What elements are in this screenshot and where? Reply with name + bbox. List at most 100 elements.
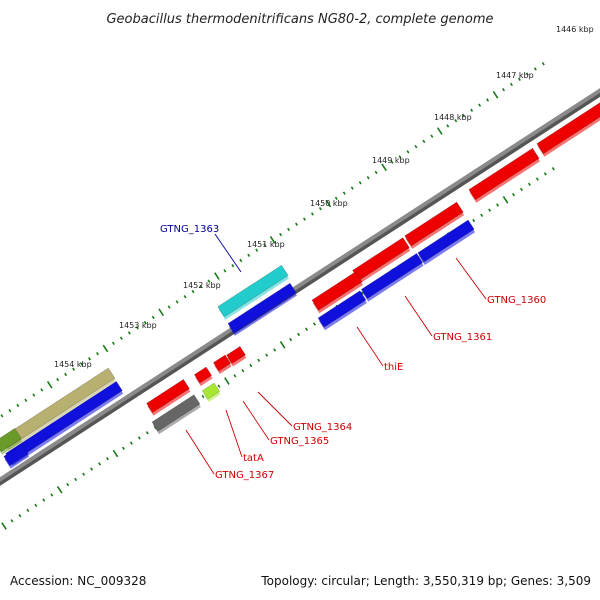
inner-tick-1 (10, 519, 14, 523)
leader-tata (225, 409, 243, 458)
outer-tick-59 (462, 113, 466, 118)
gene-red-8 (212, 354, 232, 372)
outer-tick-53 (414, 144, 418, 149)
leader-gtng-1367 (185, 429, 215, 475)
outer-tick-31 (239, 258, 243, 263)
outer-tick-28 (214, 272, 220, 280)
outer-tick-55 (430, 134, 434, 138)
gene-label-gtng-1363: GTNG_1363 (160, 224, 219, 235)
outer-tick-6 (40, 388, 44, 392)
inner-tick-64 (512, 192, 515, 197)
outer-tick-21 (158, 308, 165, 317)
outer-tick-49 (381, 163, 387, 172)
inner-tick-6 (50, 493, 54, 497)
outer-tick-63 (492, 91, 499, 99)
inner-tick-9 (74, 477, 78, 482)
inner-tick-69 (551, 167, 555, 171)
outer-tick-20 (151, 315, 155, 320)
inner-tick-28 (224, 377, 230, 385)
inner-tick-65 (519, 187, 523, 192)
accession-text: Accession: NC_009328 (10, 574, 146, 588)
outer-tick-34 (263, 243, 267, 247)
inner-tick-13 (106, 456, 109, 461)
outer-tick-17 (127, 331, 131, 335)
inner-tick-30 (241, 368, 245, 373)
gene-red-7 (193, 366, 213, 384)
outer-tick-8 (56, 377, 60, 382)
outer-tick-32 (247, 253, 251, 258)
outer-tick-33 (255, 248, 259, 252)
outer-tick-52 (406, 150, 410, 154)
gene-features (0, 102, 600, 469)
outer-tick-24 (183, 295, 187, 299)
leader-gtng-1360 (455, 257, 487, 300)
outer-tick-10 (72, 367, 76, 371)
outer-tick-43 (334, 196, 338, 201)
inner-tick-62 (496, 203, 500, 207)
outer-tick-35 (269, 235, 276, 244)
genome-summary-text: Topology: circular; Length: 3,550,319 bp… (260, 574, 591, 588)
inner-tick-61 (488, 208, 492, 212)
kbp-label-1454: 1454 kbp (54, 360, 92, 369)
inner-tick-0 (1, 522, 7, 530)
outer-tick-1 (0, 414, 4, 418)
outer-tick-12 (88, 357, 92, 361)
outer-tick-16 (119, 336, 123, 340)
outer-tick-40 (310, 212, 314, 216)
inner-tick-17 (137, 436, 141, 440)
cds-gtng-1361 (360, 252, 424, 300)
inner-scale-ticks (1, 167, 555, 530)
outer-tick-42 (325, 199, 332, 208)
cds-gtng-1360 (417, 219, 475, 263)
inner-tick-34 (273, 348, 277, 352)
gene-red-5 (311, 271, 363, 311)
cds-left-2 (3, 443, 29, 467)
inner-tick-10 (82, 472, 86, 476)
kbp-label-1446: 1446 kbp (556, 25, 594, 34)
outer-tick-23 (175, 300, 179, 304)
outer-tick-25 (191, 289, 195, 294)
outer-tick-61 (478, 103, 482, 107)
inner-tick-63 (502, 196, 509, 204)
inner-tick-67 (535, 177, 539, 181)
inner-tick-39 (312, 322, 316, 326)
label-leader-lines (185, 233, 487, 475)
inner-tick-32 (257, 358, 261, 363)
cds-gtng-1363 (227, 282, 297, 334)
inner-tick-4 (34, 503, 38, 507)
kbp-label-1447: 1447 kbp (496, 71, 534, 80)
outer-tick-3 (16, 403, 20, 408)
inner-tick-18 (145, 431, 149, 435)
outer-tick-30 (231, 263, 235, 268)
outer-tick-9 (64, 372, 68, 377)
outer-tick-5 (32, 393, 36, 397)
outer-tick-27 (207, 279, 211, 283)
outer-scale-ticks (0, 62, 545, 418)
leader-thie (356, 326, 384, 367)
gene-label-gtng-1360: GTNG_1360 (487, 295, 546, 306)
leader-gtng-1364 (257, 391, 293, 427)
inner-tick-7 (56, 485, 63, 494)
outer-tick-14 (102, 344, 109, 353)
inner-tick-68 (543, 172, 547, 176)
outer-tick-44 (342, 191, 346, 195)
kbp-label-1452: 1452 kbp (183, 281, 221, 290)
leader-gtng-1363 (214, 233, 242, 273)
inner-tick-33 (265, 353, 269, 357)
outer-tick-65 (509, 82, 513, 87)
inner-tick-3 (26, 508, 30, 513)
inner-tick-45 (360, 291, 364, 295)
inner-tick-38 (305, 327, 309, 331)
inner-tick-5 (42, 498, 46, 502)
outer-tick-36 (279, 232, 283, 237)
kbp-label-1450: 1450 kbp (310, 199, 348, 208)
outer-tick-13 (96, 351, 99, 356)
inner-tick-14 (112, 449, 119, 458)
inner-tick-2 (18, 513, 22, 518)
gene-label-gtng-1365: GTNG_1365 (270, 436, 329, 447)
outer-tick-22 (167, 305, 171, 309)
inner-tick-59 (472, 218, 476, 223)
inner-tick-27 (217, 384, 221, 388)
outer-tick-56 (436, 127, 443, 135)
outer-tick-57 (446, 124, 450, 128)
